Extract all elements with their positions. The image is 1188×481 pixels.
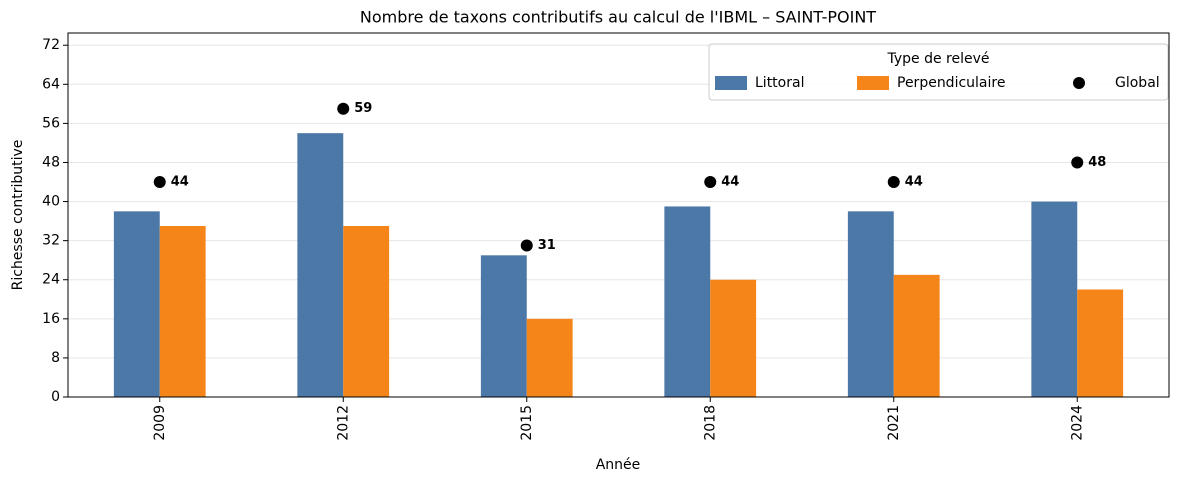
x-tick-label: 2021 xyxy=(886,405,902,441)
bar xyxy=(1031,201,1078,397)
x-tick-label: 2012 xyxy=(335,405,351,441)
plot-frame xyxy=(67,32,1170,398)
legend-title: Type de relevé xyxy=(886,51,989,67)
y-tick-label: 72 xyxy=(42,37,60,53)
bar xyxy=(343,225,390,397)
y-tick-label: 8 xyxy=(51,350,60,366)
bar xyxy=(847,211,894,397)
y-tick-label: 16 xyxy=(42,311,60,327)
data-label: 44 xyxy=(905,175,923,190)
legend-label: Littoral xyxy=(755,75,804,91)
bar xyxy=(1077,289,1124,397)
y-tick-label: 32 xyxy=(42,233,60,249)
data-label: 59 xyxy=(354,101,372,116)
legend-swatch xyxy=(857,76,889,90)
data-label: 31 xyxy=(538,238,556,253)
y-tick-label: 40 xyxy=(42,194,60,210)
y-tick-label: 24 xyxy=(42,272,60,288)
data-label: 44 xyxy=(721,175,739,190)
legend-box xyxy=(708,43,1169,101)
bar xyxy=(893,274,940,397)
y-tick-label: 48 xyxy=(42,154,60,170)
chart-title: Nombre de taxons contributifs au calcul … xyxy=(360,8,876,27)
legend-label: Perpendiculaire xyxy=(897,75,1005,91)
legend-label: Global xyxy=(1115,75,1160,91)
point xyxy=(887,176,900,189)
y-axis-label: Richesse contributive xyxy=(10,140,26,291)
legend-swatch xyxy=(715,76,747,90)
x-tick-label: 2009 xyxy=(152,405,168,441)
point xyxy=(1071,156,1084,169)
bar xyxy=(710,279,757,397)
x-tick-label: 2024 xyxy=(1069,405,1085,441)
point xyxy=(153,176,166,189)
bar xyxy=(480,255,527,397)
y-tick-label: 64 xyxy=(42,76,60,92)
bar xyxy=(113,211,160,397)
bar xyxy=(526,318,573,397)
y-tick-label: 0 xyxy=(51,389,60,405)
point xyxy=(704,176,717,189)
x-tick-label: 2018 xyxy=(702,405,718,441)
x-axis-label: Année xyxy=(596,457,641,473)
point xyxy=(520,239,533,252)
y-tick-label: 56 xyxy=(42,115,60,131)
point xyxy=(337,102,350,115)
bar xyxy=(159,225,206,397)
data-label: 48 xyxy=(1088,155,1106,170)
data-label: 44 xyxy=(171,175,189,190)
x-tick-label: 2015 xyxy=(519,405,535,441)
bar xyxy=(664,206,711,397)
legend-swatch xyxy=(1073,77,1085,89)
bar xyxy=(297,133,344,397)
